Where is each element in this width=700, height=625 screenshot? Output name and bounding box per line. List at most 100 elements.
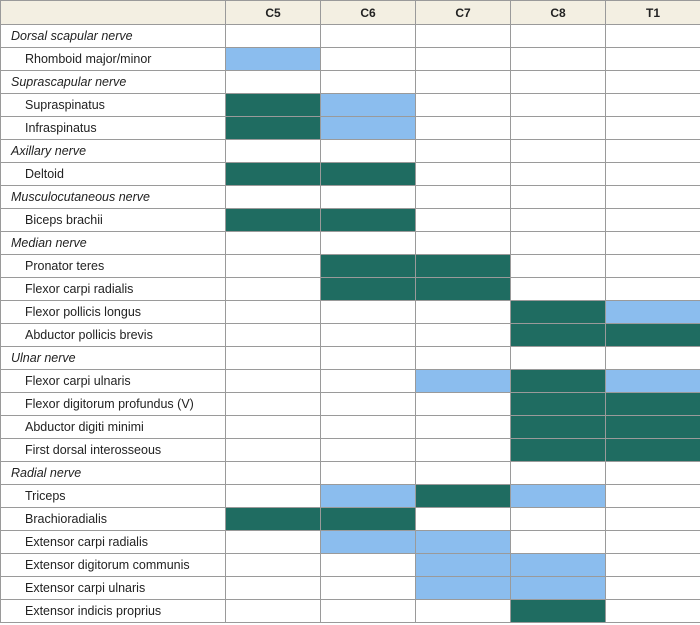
- cell-c5-none: [225, 70, 321, 94]
- cell-c8-major: [510, 323, 606, 347]
- cell-c6-none: [320, 323, 416, 347]
- cell-t1-none: [605, 139, 700, 163]
- cell-c8-major: [510, 392, 606, 416]
- nerve-row: Dorsal scapular nerve: [0, 24, 700, 48]
- cell-c6-none: [320, 576, 416, 600]
- cell-c8-none: [510, 93, 606, 117]
- cell-c8-none: [510, 507, 606, 531]
- cell-c5-none: [225, 277, 321, 301]
- cell-c6-none: [320, 553, 416, 577]
- muscle-row: Biceps brachii: [0, 208, 700, 232]
- cell-t1-none: [605, 116, 700, 140]
- cell-c6-none: [320, 185, 416, 209]
- nerve-name: Musculocutaneous nerve: [0, 185, 226, 209]
- muscle-name: Infraspinatus: [0, 116, 226, 140]
- muscle-row: Brachioradialis: [0, 507, 700, 531]
- cell-c8-partial: [510, 484, 606, 508]
- cell-c5-major: [225, 116, 321, 140]
- cell-c6-none: [320, 346, 416, 370]
- muscle-row: Flexor pollicis longus: [0, 300, 700, 324]
- cell-c7-none: [415, 346, 511, 370]
- muscle-name: Supraspinatus: [0, 93, 226, 117]
- muscle-name: Extensor carpi radialis: [0, 530, 226, 554]
- cell-c7-none: [415, 438, 511, 462]
- cell-t1-none: [605, 47, 700, 71]
- cell-c8-none: [510, 24, 606, 48]
- cell-c5-none: [225, 553, 321, 577]
- cell-t1-none: [605, 599, 700, 623]
- cell-c6-major: [320, 208, 416, 232]
- cell-c6-none: [320, 415, 416, 439]
- cell-t1-major: [605, 438, 700, 462]
- muscle-name: Extensor digitorum communis: [0, 553, 226, 577]
- cell-c8-partial: [510, 576, 606, 600]
- nerve-row: Axillary nerve: [0, 139, 700, 163]
- cell-c7-none: [415, 461, 511, 485]
- muscle-name: Extensor carpi ulnaris: [0, 576, 226, 600]
- cell-c7-none: [415, 24, 511, 48]
- cell-c5-major: [225, 93, 321, 117]
- cell-c7-none: [415, 47, 511, 71]
- cell-c7-major: [415, 277, 511, 301]
- cell-c5-none: [225, 484, 321, 508]
- cell-c6-partial: [320, 484, 416, 508]
- nerve-name: Median nerve: [0, 231, 226, 255]
- muscle-row: Pronator teres: [0, 254, 700, 278]
- cell-c6-none: [320, 231, 416, 255]
- nerve-name: Radial nerve: [0, 461, 226, 485]
- cell-c8-none: [510, 346, 606, 370]
- muscle-name: Deltoid: [0, 162, 226, 186]
- cell-c7-none: [415, 93, 511, 117]
- muscle-row: Supraspinatus: [0, 93, 700, 117]
- cell-c5-none: [225, 300, 321, 324]
- cell-t1-major: [605, 392, 700, 416]
- cell-c8-none: [510, 70, 606, 94]
- cell-c6-major: [320, 507, 416, 531]
- muscle-name: First dorsal interosseous: [0, 438, 226, 462]
- cell-c8-partial: [510, 553, 606, 577]
- cell-c6-none: [320, 300, 416, 324]
- cell-c5-none: [225, 530, 321, 554]
- cell-c7-partial: [415, 576, 511, 600]
- nerve-row: Musculocutaneous nerve: [0, 185, 700, 209]
- nerve-name: Suprascapular nerve: [0, 70, 226, 94]
- cell-c5-none: [225, 461, 321, 485]
- cell-c8-none: [510, 139, 606, 163]
- header-t1: T1: [605, 0, 700, 25]
- cell-c7-major: [415, 254, 511, 278]
- cell-c5-partial: [225, 47, 321, 71]
- muscle-row: Extensor carpi ulnaris: [0, 576, 700, 600]
- cell-c6-none: [320, 24, 416, 48]
- cell-c6-major: [320, 162, 416, 186]
- cell-t1-partial: [605, 369, 700, 393]
- muscle-name: Rhomboid major/minor: [0, 47, 226, 71]
- table-body: Dorsal scapular nerve Rhomboid major/mino…: [0, 24, 700, 623]
- header-c8: C8: [510, 0, 606, 25]
- header-label: [0, 0, 226, 25]
- cell-t1-none: [605, 162, 700, 186]
- cell-c6-none: [320, 438, 416, 462]
- cell-c8-major: [510, 369, 606, 393]
- muscle-name: Flexor carpi radialis: [0, 277, 226, 301]
- cell-c5-none: [225, 415, 321, 439]
- muscle-row: Abductor digiti minimi: [0, 415, 700, 439]
- cell-t1-none: [605, 484, 700, 508]
- muscle-name: Brachioradialis: [0, 507, 226, 531]
- cell-t1-none: [605, 507, 700, 531]
- cell-c5-none: [225, 392, 321, 416]
- cell-c8-none: [510, 254, 606, 278]
- nerve-name: Ulnar nerve: [0, 346, 226, 370]
- cell-t1-major: [605, 415, 700, 439]
- cell-c7-partial: [415, 530, 511, 554]
- cell-c6-none: [320, 599, 416, 623]
- muscle-name: Extensor indicis proprius: [0, 599, 226, 623]
- cell-c5-none: [225, 438, 321, 462]
- cell-c7-none: [415, 415, 511, 439]
- cell-c5-none: [225, 369, 321, 393]
- cell-t1-none: [605, 254, 700, 278]
- cell-c6-none: [320, 461, 416, 485]
- nerve-name: Axillary nerve: [0, 139, 226, 163]
- cell-c5-none: [225, 254, 321, 278]
- cell-t1-none: [605, 576, 700, 600]
